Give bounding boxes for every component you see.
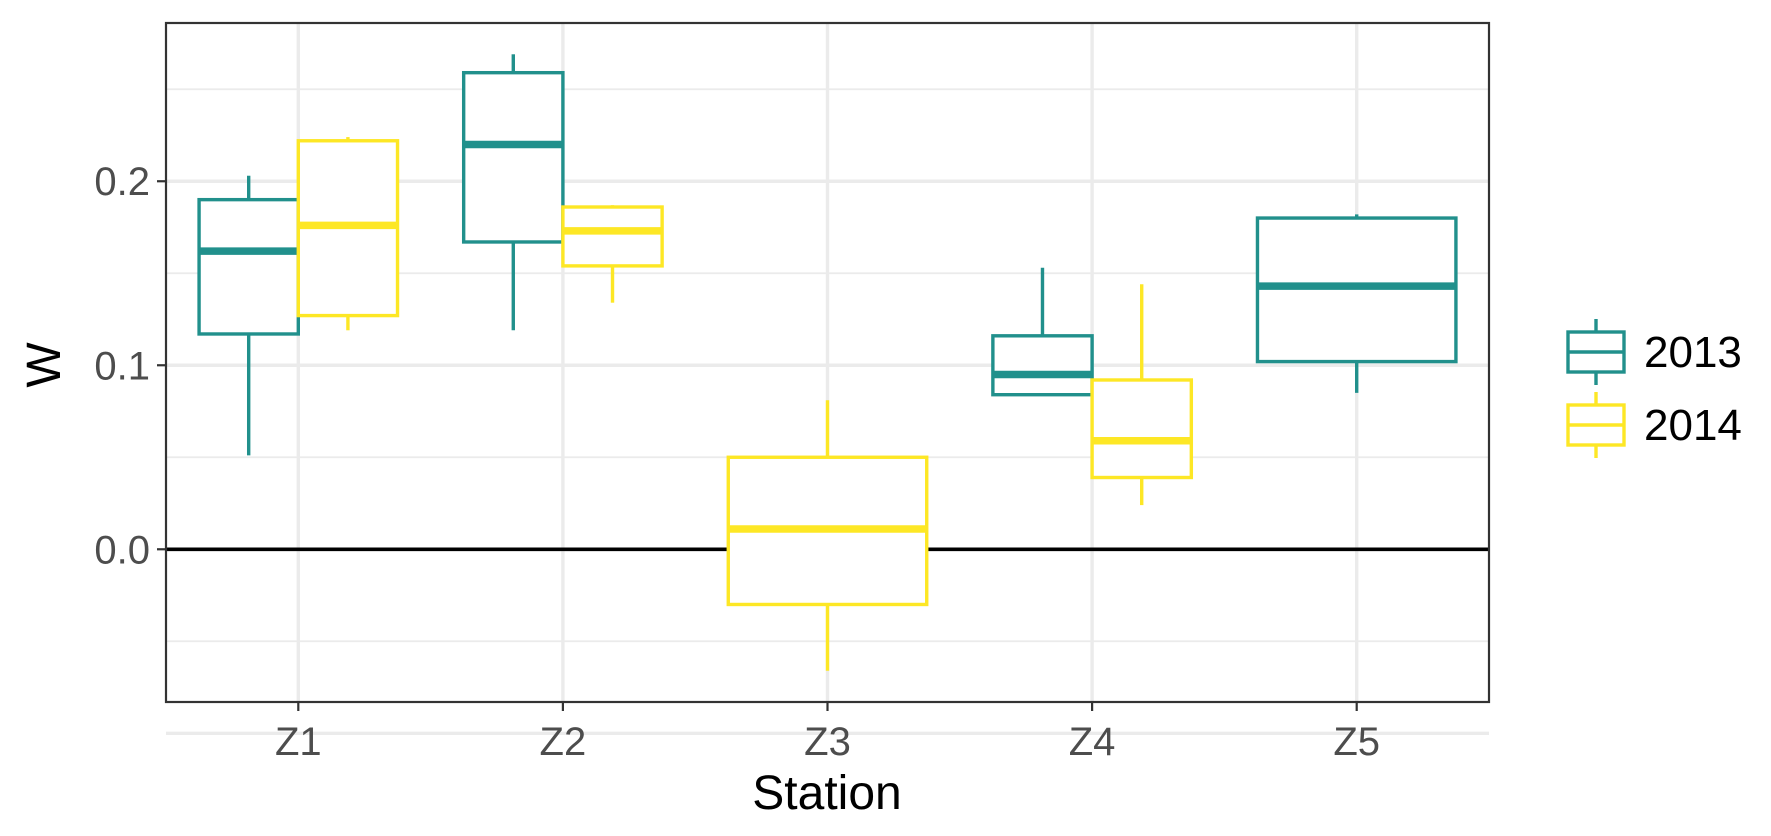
box-body	[561, 205, 664, 268]
box-2013-Z4	[991, 267, 1094, 397]
x-tick-label: Z5	[1333, 720, 1380, 764]
x-tick-label: Z1	[275, 720, 322, 764]
legend-label: 2013	[1644, 328, 1742, 377]
box-body	[197, 197, 300, 336]
box-2014-Z3	[726, 400, 929, 671]
box-2013-Z1	[197, 175, 300, 456]
y-tick-label: 0.1	[94, 344, 150, 388]
legend-label: 2014	[1644, 401, 1742, 450]
x-tick-label: Z4	[1069, 720, 1116, 764]
x-tick-label: Z3	[804, 720, 851, 764]
x-tick-label: Z2	[540, 720, 587, 764]
box-body	[461, 70, 565, 244]
y-tick-label: 0.0	[94, 528, 150, 572]
box-body	[1090, 378, 1194, 480]
axis-layer: 0.0 0.1 0.2 Z1 Z2 Z3 Z4 Z5	[94, 160, 1380, 764]
box-layer	[197, 54, 1458, 671]
box-2013-Z2	[461, 54, 565, 331]
box-2014-Z1	[296, 137, 400, 331]
legend-item-2014: 2014	[1566, 392, 1742, 458]
legend-item-2013: 2013	[1566, 319, 1742, 385]
box-2014-Z4	[1090, 284, 1194, 506]
box-2014-Z2	[561, 205, 664, 303]
box-2013-Z5	[1255, 214, 1458, 393]
legend: 2013 2014	[1566, 319, 1742, 458]
x-axis-title: Station	[752, 767, 901, 820]
y-axis-title: W	[18, 342, 71, 388]
box-body	[991, 334, 1094, 397]
y-tick-label: 0.2	[94, 160, 150, 204]
